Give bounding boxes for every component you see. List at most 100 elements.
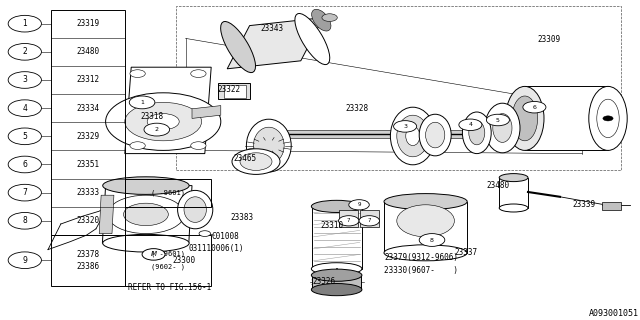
Ellipse shape: [312, 269, 362, 281]
Polygon shape: [339, 210, 358, 227]
Circle shape: [8, 15, 42, 32]
Text: 23329: 23329: [76, 132, 100, 141]
Ellipse shape: [384, 245, 467, 261]
Circle shape: [108, 195, 184, 234]
Circle shape: [191, 142, 206, 149]
Text: A093001051: A093001051: [589, 309, 639, 318]
Circle shape: [144, 123, 170, 136]
Text: 23465: 23465: [234, 154, 257, 163]
Text: 4: 4: [468, 122, 472, 127]
Text: 23300: 23300: [173, 256, 196, 265]
Text: 23319: 23319: [76, 19, 100, 28]
Ellipse shape: [232, 149, 280, 174]
Circle shape: [191, 70, 206, 77]
Polygon shape: [99, 195, 114, 234]
Polygon shape: [262, 130, 512, 138]
Text: 23309: 23309: [538, 36, 561, 44]
Ellipse shape: [419, 114, 451, 156]
Text: 23330(9607-    ): 23330(9607- ): [384, 266, 458, 275]
Text: 23322: 23322: [218, 85, 241, 94]
Text: M: M: [150, 252, 157, 257]
Circle shape: [147, 114, 179, 130]
Ellipse shape: [184, 197, 206, 222]
Circle shape: [339, 216, 359, 226]
Ellipse shape: [178, 190, 212, 229]
Text: 9: 9: [22, 256, 28, 265]
Text: 2: 2: [155, 127, 159, 132]
Ellipse shape: [390, 107, 435, 165]
Polygon shape: [224, 85, 246, 98]
Ellipse shape: [103, 177, 189, 194]
Ellipse shape: [506, 86, 544, 150]
Ellipse shape: [253, 127, 284, 164]
Polygon shape: [227, 18, 323, 69]
Text: 7: 7: [22, 188, 28, 197]
Text: 6: 6: [22, 160, 28, 169]
Ellipse shape: [312, 284, 362, 296]
Text: ( -9601): ( -9601): [151, 189, 185, 196]
Circle shape: [8, 44, 42, 60]
Circle shape: [419, 234, 445, 246]
Text: 23328: 23328: [346, 104, 369, 113]
Circle shape: [8, 128, 42, 145]
Circle shape: [8, 184, 42, 201]
Circle shape: [8, 72, 42, 88]
Text: 23378: 23378: [76, 250, 100, 259]
Circle shape: [130, 142, 145, 149]
Text: ( -9601): ( -9601): [151, 251, 185, 257]
Polygon shape: [218, 83, 250, 99]
Ellipse shape: [485, 103, 520, 153]
Bar: [125, 179, 211, 207]
Circle shape: [8, 100, 42, 116]
Ellipse shape: [324, 272, 349, 278]
Circle shape: [142, 249, 165, 260]
Circle shape: [322, 14, 337, 21]
Ellipse shape: [312, 263, 362, 275]
Polygon shape: [525, 86, 608, 150]
Circle shape: [8, 212, 42, 229]
Text: 8: 8: [22, 216, 27, 225]
Text: 3: 3: [22, 76, 28, 84]
Text: 23383: 23383: [230, 213, 253, 222]
Text: 23337: 23337: [454, 248, 477, 257]
Ellipse shape: [295, 13, 330, 65]
Ellipse shape: [499, 173, 528, 181]
Text: 3: 3: [403, 124, 407, 129]
Circle shape: [130, 70, 145, 77]
Ellipse shape: [596, 99, 620, 138]
Ellipse shape: [426, 122, 445, 148]
Text: 23318: 23318: [141, 112, 164, 121]
Text: 6: 6: [532, 105, 536, 110]
Text: 23312: 23312: [76, 76, 100, 84]
Circle shape: [124, 203, 168, 226]
Ellipse shape: [103, 234, 189, 252]
Text: 23386: 23386: [76, 262, 100, 271]
Ellipse shape: [312, 200, 362, 212]
Ellipse shape: [246, 119, 291, 172]
Text: 7: 7: [347, 218, 351, 223]
Polygon shape: [102, 186, 192, 243]
Circle shape: [8, 252, 42, 268]
Polygon shape: [384, 202, 467, 253]
Text: 23480: 23480: [76, 47, 100, 56]
Ellipse shape: [493, 114, 512, 142]
Polygon shape: [602, 202, 621, 210]
Bar: [51, 10, 125, 235]
Circle shape: [459, 119, 482, 131]
Ellipse shape: [312, 9, 331, 31]
Ellipse shape: [240, 153, 272, 170]
Text: 2: 2: [22, 47, 27, 56]
Polygon shape: [312, 275, 361, 290]
Text: 1: 1: [22, 19, 27, 28]
Ellipse shape: [468, 121, 485, 145]
Text: 8: 8: [430, 237, 434, 243]
Text: 23326: 23326: [312, 277, 335, 286]
Circle shape: [125, 102, 202, 141]
Ellipse shape: [512, 96, 538, 141]
Circle shape: [523, 101, 546, 113]
Ellipse shape: [589, 86, 627, 150]
Ellipse shape: [499, 204, 528, 212]
Circle shape: [129, 96, 155, 109]
Circle shape: [199, 231, 211, 236]
Text: 7: 7: [367, 218, 371, 223]
